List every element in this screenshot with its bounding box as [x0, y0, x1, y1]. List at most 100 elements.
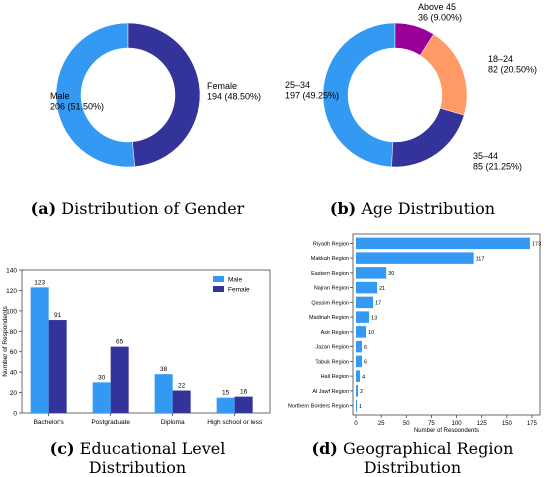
region-ytick-label-7: Jazan Region [315, 345, 349, 351]
edu-bar-label-female-2: 22 [178, 383, 186, 390]
region-bar-label-7: 6 [364, 345, 367, 351]
edu-bar-label-female-3: 16 [240, 389, 248, 396]
region-bar-label-2: 30 [388, 271, 394, 277]
region-bar-11 [356, 399, 358, 412]
region-ytick-label-4: Qassim Region [311, 300, 349, 306]
age-slice-3 [394, 22, 434, 56]
region-plot-frame [352, 233, 541, 416]
age-label-1: 35–44 85 (21.25%) [473, 151, 522, 171]
edu-bar-label-female-1: 65 [116, 339, 124, 346]
region-bar-label-0: 173 [532, 242, 541, 248]
region-bar-label-5: 13 [371, 315, 377, 321]
edu-bar-female-1 [110, 346, 129, 413]
caption-a: (a) Distribution of Gender [0, 199, 275, 218]
edu-ytick-label-2: 40 [10, 370, 18, 377]
edu-bar-label-male-1: 30 [98, 374, 106, 381]
edu-legend-swatch-1 [213, 286, 224, 292]
caption-d: (d) Geographical Region Distribution [275, 439, 550, 477]
edu-bar-male-2 [154, 374, 173, 413]
age-donut-chart: 25–34 197 (49.25%) 35–44 85 (21.25%) 18–24 82… [285, 2, 537, 171]
region-ytick-label-9: Hail Region [321, 374, 349, 380]
region-x-axis-label: Number of Respondents [414, 428, 479, 432]
region-bar-5 [356, 311, 370, 323]
caption-d-tag: (d) [311, 439, 338, 458]
region-bar-2 [356, 267, 387, 279]
edu-bar-label-male-3: 15 [222, 390, 230, 397]
edu-xtick-label-2: Diploma [161, 419, 185, 426]
caption-b-tag: (b) [329, 199, 357, 218]
region-bar-1 [356, 252, 474, 264]
region-bar-3 [356, 281, 378, 294]
gender-slice-0 [55, 22, 136, 168]
region-ytick-label-5: Madinah Region [309, 315, 349, 321]
caption-d-text: Geographical Region Distribution [342, 439, 514, 477]
region-bar-label-3: 21 [379, 286, 385, 292]
region-bar-4 [356, 296, 374, 309]
edu-ytick-label-7: 140 [6, 268, 17, 275]
caption-c-tag: (c) [49, 439, 75, 458]
caption-c: (c) Educational Level Distribution [0, 439, 275, 477]
region-xtick-label-7: 175 [527, 421, 538, 427]
edu-xtick-label-0: Bachelor's [34, 419, 65, 426]
region-xtick-label-3: 75 [428, 421, 435, 427]
region-xtick-label-1: 25 [378, 421, 385, 427]
edu-legend-swatch-0 [213, 276, 224, 282]
caption-b: (b) Age Distribution [275, 199, 550, 218]
region-bar-label-1: 117 [476, 256, 485, 262]
gender-slice-1 [127, 22, 201, 167]
region-ytick-label-3: Najran Region [314, 286, 349, 292]
region-ytick-label-2: Eastern Region [311, 271, 349, 277]
edu-legend: Male Female [213, 276, 250, 294]
region-bar-9 [356, 370, 361, 382]
edu-bar-male-1 [92, 382, 111, 413]
edu-y-axis-label: Number of Respondents [2, 306, 9, 377]
edu-xtick-label-1: Postgraduate [91, 419, 130, 426]
age-label-3: Above 45 36 (9.00%) [418, 2, 462, 22]
edu-plot-frame [21, 269, 271, 414]
region-ytick-label-8: Tabuk Region [315, 359, 349, 365]
edu-ytick-label-6: 120 [6, 288, 17, 295]
edu-bar-male-0 [30, 287, 49, 413]
edu-bar-female-2 [172, 390, 191, 413]
edu-bar-female-3 [234, 396, 253, 413]
region-xtick-label-6: 150 [502, 421, 513, 427]
age-slice-2 [419, 33, 468, 116]
region-bar-label-8: 6 [364, 360, 367, 366]
region-ytick-label-10: Al Jawf Region [312, 389, 349, 395]
region-ytick-label-0: Riyadh Region [313, 241, 349, 247]
edu-bar-label-male-0: 123 [34, 279, 45, 286]
caption-c-text: Educational Level Distribution [79, 439, 226, 477]
region-bar-label-11: 1 [359, 404, 362, 410]
edu-ytick-label-1: 20 [10, 390, 18, 397]
edu-ytick-label-5: 100 [6, 308, 17, 315]
region-bar-8 [356, 355, 363, 368]
age-label-0: 25–34 197 (49.25%) [285, 80, 339, 100]
education-bar-chart: 0 20 40 60 80 100 120 140 Number of Respondents 1… [2, 268, 271, 426]
age-slice-0 [322, 22, 396, 168]
edu-bar-label-male-2: 38 [160, 366, 168, 373]
region-xtick-label-5: 125 [477, 421, 488, 427]
edu-ytick-label-4: 80 [10, 329, 18, 336]
region-ytick-label-11: Northern Borders Region [288, 404, 349, 410]
edu-bar-female-0 [48, 320, 67, 413]
region-bar-label-4: 17 [375, 301, 381, 307]
gender-label-1: Female 194 (48.50%) [207, 81, 261, 101]
edu-bar-male-3 [216, 397, 235, 413]
region-bar-0 [356, 237, 530, 250]
age-label-2: 18–24 82 (20.50%) [488, 54, 537, 74]
edu-bar-label-female-0: 91 [54, 312, 62, 319]
region-bar-label-9: 4 [362, 374, 365, 380]
region-xtick-label-2: 50 [403, 421, 410, 427]
edu-ytick-label-0: 0 [13, 411, 17, 418]
region-ytick-label-6: Asir Region [321, 330, 349, 336]
region-ytick-label-1: Makkah Region [311, 256, 349, 262]
region-bar-7 [356, 340, 363, 353]
edu-legend-label-1: Female [228, 287, 250, 294]
edu-legend-label-0: Male [228, 277, 242, 284]
region-xtick-label-0: 0 [354, 421, 358, 427]
caption-a-text: Distribution of Gender [61, 199, 245, 218]
edu-ytick-label-3: 60 [10, 349, 18, 356]
caption-b-text: Age Distribution [361, 199, 496, 218]
region-bar-label-6: 10 [368, 330, 374, 336]
